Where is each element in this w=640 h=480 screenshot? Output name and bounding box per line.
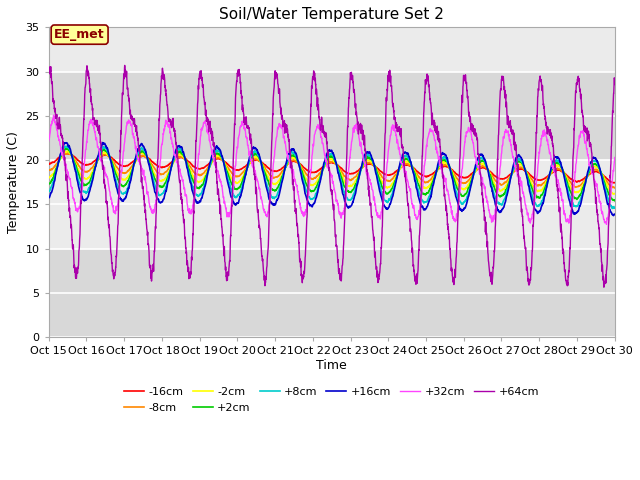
-8cm (287, 158, 294, 164)
-8cm (262, 167, 269, 172)
+16cm (611, 211, 618, 217)
Line: -8cm: -8cm (49, 153, 614, 188)
-16cm (45, 161, 52, 167)
-8cm (45, 168, 52, 173)
+8cm (63, 143, 71, 149)
+32cm (287, 164, 294, 169)
-2cm (600, 175, 607, 181)
+2cm (45, 180, 52, 186)
Bar (49, 249, 614, 337)
Line: +8cm: +8cm (49, 146, 614, 208)
-8cm (539, 180, 547, 186)
+64cm (262, 274, 269, 279)
-2cm (143, 155, 151, 160)
+8cm (287, 151, 294, 156)
Title: Soil/Water Temperature Set 2: Soil/Water Temperature Set 2 (220, 7, 444, 22)
+16cm (287, 149, 294, 155)
Line: +16cm: +16cm (49, 143, 614, 216)
-16cm (287, 159, 294, 165)
+8cm (262, 179, 269, 185)
+16cm (262, 183, 269, 189)
Line: +32cm: +32cm (49, 115, 614, 224)
+2cm (539, 191, 547, 196)
-16cm (143, 155, 151, 161)
+64cm (539, 91, 547, 96)
-2cm (64, 148, 72, 154)
-8cm (109, 159, 117, 165)
-16cm (109, 156, 117, 162)
+32cm (262, 213, 269, 218)
+32cm (611, 155, 618, 160)
+8cm (609, 205, 616, 211)
+8cm (539, 197, 547, 203)
Line: -16cm: -16cm (49, 153, 614, 183)
+32cm (600, 216, 607, 222)
+64cm (600, 284, 608, 290)
-16cm (611, 180, 618, 186)
+16cm (45, 195, 52, 201)
+32cm (109, 208, 117, 214)
Line: -2cm: -2cm (49, 151, 614, 194)
Bar (49, 27, 614, 72)
+2cm (611, 198, 618, 204)
+64cm (45, 68, 52, 74)
Bar (49, 160, 614, 249)
-2cm (609, 191, 617, 197)
+64cm (121, 62, 129, 68)
-8cm (143, 156, 151, 161)
+8cm (600, 180, 607, 186)
-8cm (611, 185, 618, 191)
+64cm (600, 284, 607, 290)
+2cm (63, 145, 71, 151)
+2cm (611, 198, 618, 204)
-2cm (109, 162, 117, 168)
Line: +2cm: +2cm (49, 148, 614, 201)
-2cm (45, 175, 52, 181)
+16cm (610, 213, 618, 218)
Line: +64cm: +64cm (49, 65, 614, 287)
+64cm (287, 150, 294, 156)
+64cm (109, 272, 117, 278)
+8cm (45, 189, 52, 194)
+16cm (99, 140, 106, 145)
X-axis label: Time: Time (316, 359, 347, 372)
Legend: -16cm, -8cm, -2cm, +2cm, +8cm, +16cm, +32cm, +64cm: -16cm, -8cm, -2cm, +2cm, +8cm, +16cm, +3… (120, 383, 543, 417)
+2cm (143, 154, 151, 160)
+2cm (600, 178, 607, 183)
-2cm (611, 191, 618, 197)
+32cm (539, 129, 547, 135)
+32cm (603, 221, 611, 227)
-16cm (600, 173, 607, 179)
+16cm (539, 201, 547, 206)
-8cm (600, 173, 607, 179)
+32cm (50, 112, 58, 118)
+16cm (143, 154, 151, 160)
+16cm (109, 170, 117, 176)
+8cm (109, 168, 117, 173)
+32cm (45, 138, 52, 144)
+2cm (287, 154, 294, 160)
Bar (49, 72, 614, 160)
+2cm (109, 164, 117, 169)
-16cm (262, 163, 269, 168)
-2cm (262, 170, 269, 176)
-16cm (65, 150, 72, 156)
-8cm (65, 150, 72, 156)
+8cm (143, 155, 151, 160)
+64cm (611, 82, 618, 87)
+64cm (143, 227, 151, 232)
Y-axis label: Temperature (C): Temperature (C) (7, 131, 20, 233)
Text: EE_met: EE_met (54, 28, 105, 41)
-2cm (287, 156, 294, 162)
+32cm (143, 191, 151, 196)
+2cm (262, 172, 269, 178)
+16cm (600, 183, 607, 189)
-2cm (539, 185, 547, 191)
-16cm (539, 177, 547, 182)
+8cm (611, 205, 618, 211)
-16cm (610, 180, 618, 186)
